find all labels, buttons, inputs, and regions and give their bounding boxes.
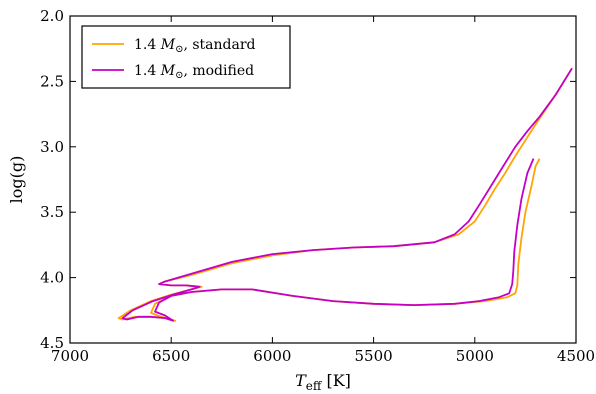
x-axis-label-symbol: T <box>295 371 307 390</box>
legend-label-1: 1.4 M⊙, modified <box>134 63 254 81</box>
series-line-1 <box>121 67 573 322</box>
x-tick-label: 5000 <box>456 347 494 365</box>
series-line-0 <box>117 67 573 322</box>
y-tick-label: 3.5 <box>40 203 64 221</box>
series-layer <box>117 67 573 322</box>
x-tick-label: 6500 <box>152 347 190 365</box>
plot-frame <box>69 15 577 344</box>
x-tick-label: 7000 <box>51 347 89 365</box>
x-tick-label: 4500 <box>557 347 595 365</box>
x-tick-label: 5500 <box>355 347 393 365</box>
y-axis-label: log(g) <box>7 156 26 204</box>
y-tick-label: 3.0 <box>40 138 64 156</box>
y-tick-label: 4.0 <box>40 269 64 287</box>
y-tick-label: 4.5 <box>40 334 64 352</box>
y-tick-label: 2.5 <box>40 72 64 90</box>
legend-box <box>81 25 291 89</box>
legend-label-0: 1.4 M⊙, standard <box>134 37 256 55</box>
x-tick-label: 6000 <box>253 347 291 365</box>
y-tick-label: 2.0 <box>40 7 64 25</box>
labels-layer: 7000 6500 6000 5500 5000 4500 2.0 2.5 3.0 3.5 4.0 4… <box>7 7 595 393</box>
legend: 1.4 M⊙, standard 1.4 M⊙, modified <box>81 25 291 89</box>
x-axis-label-unit: [K] <box>321 371 351 390</box>
x-axis-label-sub: eff <box>306 379 323 393</box>
x-axis-label: Teff [K] <box>295 371 351 393</box>
